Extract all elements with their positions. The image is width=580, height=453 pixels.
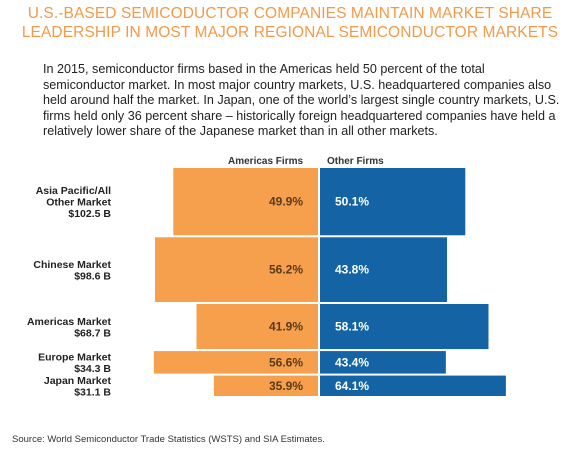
bar-americas-1 [155,237,318,302]
description-text: In 2015, semiconductor firms based in th… [43,62,560,138]
legend-other-firms: Other Firms [327,156,384,167]
value-label-americas-4: 35.9% [269,379,303,393]
category-label-2: Americas Market $68.7 B [27,316,112,340]
value-label-americas-0: 49.9% [269,195,303,209]
market-share-chart: 49.9% 50.1% Asia Pacific/All Other Market $1… [27,168,506,399]
bar-americas-3 [153,351,318,374]
bar-other-4 [320,375,506,396]
value-label-americas-1: 56.2% [269,263,303,277]
value-label-other-0: 50.1% [335,195,369,209]
source-note: Source: World Semiconductor Trade Statis… [12,434,325,445]
title-line-2: LEADERSHIP IN MOST MAJOR REGIONAL SEMICO… [21,24,559,41]
bar-americas-2 [196,303,318,350]
bar-other-0 [320,168,466,236]
value-label-americas-2: 41.9% [269,320,303,334]
legend-americas-firms: Americas Firms [228,156,304,167]
chart-title: U.S.-BASED SEMICODUCTOR COMPANIES MAINTA… [0,4,580,42]
value-label-other-3: 43.4% [335,355,369,369]
bar-other-2 [320,303,489,350]
category-label-3: Europe Market $34.3 B [38,352,111,376]
category-label-0: Asia Pacific/All Other Market $102.5 B [36,185,112,220]
title-line-1: U.S.-BASED SEMICODUCTOR COMPANIES MAINTA… [27,5,553,22]
category-label-4: Japan Market $31.1 B [44,375,112,399]
category-label-1: Chinese Market $98.6 B [33,259,111,283]
bar-americas-4 [213,375,318,396]
bar-americas-0 [173,168,318,236]
bar-other-1 [320,237,448,302]
value-label-other-4: 64.1% [335,379,369,393]
value-label-americas-3: 56.6% [269,355,303,369]
value-label-other-2: 58.1% [335,320,369,334]
value-label-other-1: 43.8% [335,263,369,277]
bar-other-3 [320,351,446,374]
